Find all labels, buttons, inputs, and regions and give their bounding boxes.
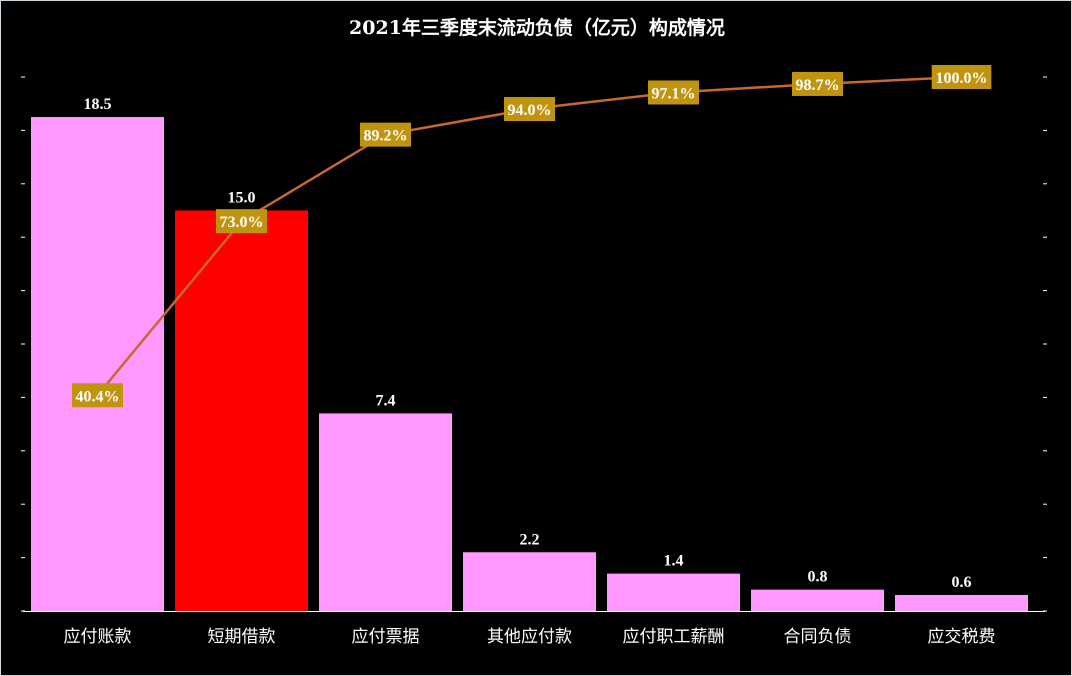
cumulative-label-box (504, 97, 555, 122)
cumulative-label-box (360, 122, 411, 147)
category-label: 短期借款 (208, 627, 276, 647)
bar-6 (751, 589, 884, 611)
category-label: 应付职工薪酬 (623, 627, 725, 647)
bar-value-label: 2.2 (520, 531, 540, 548)
category-label: 应付票据 (352, 627, 420, 647)
bar-1 (31, 117, 164, 612)
cumulative-label: 98.7% (796, 77, 840, 94)
bar-value-label: 0.6 (952, 574, 972, 591)
bar-value-label: 18.5 (84, 96, 112, 113)
category-label: 应交税费 (928, 627, 996, 647)
cumulative-label: 97.1% (652, 85, 696, 102)
cumulative-label-box (72, 383, 123, 408)
cumulative-label: 73.0% (220, 214, 264, 231)
category-label: 合同负债 (784, 627, 852, 647)
cumulative-label: 94.0% (508, 102, 552, 119)
cumulative-label-box (216, 209, 267, 234)
bar-4 (463, 552, 596, 611)
chart-title: 2021年三季度末流动负债（亿元）构成情况 (349, 17, 725, 39)
category-label: 其他应付款 (487, 627, 572, 647)
bar-value-label: 7.4 (376, 392, 396, 409)
cumulative-label-box (931, 65, 992, 89)
bar-value-label: 0.8 (808, 569, 828, 586)
cumulative-label-box (792, 71, 843, 96)
cumulative-label-box (648, 80, 699, 105)
bar-2 (175, 210, 308, 611)
bar-3 (319, 413, 452, 611)
bar-7 (895, 594, 1028, 611)
bar-value-label: 15.0 (228, 190, 256, 207)
bar-5 (607, 573, 740, 611)
category-label: 应付账款 (64, 627, 132, 647)
cumulative-label: 100.0% (936, 70, 988, 87)
cumulative-label: 40.4% (76, 388, 120, 405)
cumulative-label: 89.2% (364, 128, 408, 145)
bar-value-label: 1.4 (664, 553, 684, 570)
